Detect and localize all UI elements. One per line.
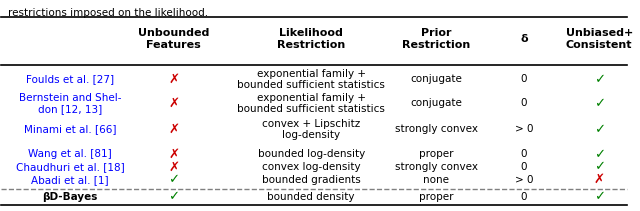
Text: bounded density: bounded density <box>268 192 355 202</box>
Text: strongly convex: strongly convex <box>395 162 478 172</box>
Text: proper: proper <box>419 149 454 160</box>
Text: Abadi et al. [1]: Abadi et al. [1] <box>31 175 109 185</box>
Text: convex log-density: convex log-density <box>262 162 360 172</box>
Text: proper: proper <box>419 192 454 202</box>
Text: Minami et al. [66]: Minami et al. [66] <box>24 124 116 134</box>
Text: ✗: ✗ <box>168 123 179 136</box>
Text: Foulds et al. [27]: Foulds et al. [27] <box>26 74 115 84</box>
Text: bounded log-density: bounded log-density <box>257 149 365 160</box>
Text: > 0: > 0 <box>515 175 533 185</box>
Text: Likelihood
Restriction: Likelihood Restriction <box>277 28 346 50</box>
Text: ✓: ✓ <box>593 97 605 110</box>
Text: 0: 0 <box>521 74 527 84</box>
Text: restrictions imposed on the likelihood.: restrictions imposed on the likelihood. <box>8 8 208 18</box>
Text: ✓: ✓ <box>593 191 605 204</box>
Text: ✓: ✓ <box>593 123 605 136</box>
Text: 0: 0 <box>521 162 527 172</box>
Text: exponential family +
bounded sufficient statistics: exponential family + bounded sufficient … <box>237 69 385 90</box>
Text: exponential family +
bounded sufficient statistics: exponential family + bounded sufficient … <box>237 93 385 114</box>
Text: ✓: ✓ <box>168 173 179 186</box>
Text: Unbounded
Features: Unbounded Features <box>138 28 209 50</box>
Text: ✓: ✓ <box>593 73 605 86</box>
Text: ✗: ✗ <box>168 97 179 110</box>
Text: ✗: ✗ <box>168 160 179 173</box>
Text: Prior
Restriction: Prior Restriction <box>403 28 470 50</box>
Text: strongly convex: strongly convex <box>395 124 478 134</box>
Text: conjugate: conjugate <box>410 74 462 84</box>
Text: Chaudhuri et al. [18]: Chaudhuri et al. [18] <box>16 162 125 172</box>
Text: Unbiased+
Consistent: Unbiased+ Consistent <box>566 28 633 50</box>
Text: ✗: ✗ <box>168 73 179 86</box>
Text: ✗: ✗ <box>593 173 605 186</box>
Text: βD-Bayes: βD-Bayes <box>42 192 98 202</box>
Text: ✓: ✓ <box>168 191 179 204</box>
Text: ✓: ✓ <box>593 160 605 173</box>
Text: ✓: ✓ <box>593 148 605 161</box>
Text: none: none <box>424 175 449 185</box>
Text: 0: 0 <box>521 192 527 202</box>
Text: Bernstein and Shel-
don [12, 13]: Bernstein and Shel- don [12, 13] <box>19 93 122 114</box>
Text: conjugate: conjugate <box>410 98 462 108</box>
Text: 0: 0 <box>521 98 527 108</box>
Text: Wang et al. [81]: Wang et al. [81] <box>28 149 112 160</box>
Text: bounded gradients: bounded gradients <box>262 175 360 185</box>
Text: δ: δ <box>520 34 528 44</box>
Text: > 0: > 0 <box>515 124 533 134</box>
Text: 0: 0 <box>521 149 527 160</box>
Text: convex + Lipschitz
log-density: convex + Lipschitz log-density <box>262 119 360 140</box>
Text: ✗: ✗ <box>168 148 179 161</box>
